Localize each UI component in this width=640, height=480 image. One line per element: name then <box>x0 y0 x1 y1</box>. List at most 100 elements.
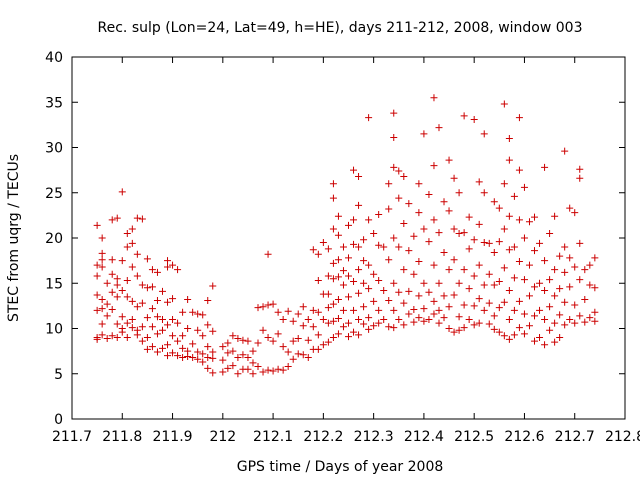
data-point <box>209 354 217 362</box>
data-point <box>375 319 383 327</box>
data-point <box>415 292 423 300</box>
data-point <box>420 225 428 233</box>
data-point <box>264 366 272 374</box>
data-point <box>485 299 493 307</box>
data-point <box>510 192 518 200</box>
data-point <box>475 319 483 327</box>
data-point <box>108 305 116 313</box>
data-point <box>561 321 569 329</box>
data-point <box>309 306 317 314</box>
data-point <box>420 305 428 313</box>
data-point <box>566 315 574 323</box>
data-point <box>309 246 317 254</box>
data-point <box>450 291 458 299</box>
data-point <box>505 246 513 254</box>
data-point <box>455 313 463 321</box>
data-point <box>581 296 589 304</box>
data-point <box>329 194 337 202</box>
data-point <box>98 305 106 313</box>
data-point <box>385 180 393 188</box>
data-point <box>345 319 352 327</box>
data-point <box>329 225 337 233</box>
data-point <box>148 343 156 351</box>
data-point <box>179 353 187 361</box>
data-point <box>355 172 363 180</box>
data-point <box>510 243 518 251</box>
data-point <box>259 368 267 376</box>
data-point <box>224 364 232 372</box>
data-point <box>164 263 172 271</box>
data-point <box>174 337 182 345</box>
data-point <box>224 339 232 347</box>
data-point <box>515 324 523 332</box>
y-tick-label: 15 <box>45 276 63 292</box>
data-point <box>470 236 478 244</box>
data-point <box>415 180 423 188</box>
data-point <box>158 287 166 295</box>
data-point <box>536 279 544 287</box>
x-tick-label: 212.3 <box>354 429 394 445</box>
data-point <box>189 308 197 316</box>
data-point <box>470 321 478 329</box>
data-point <box>480 281 488 289</box>
y-tick-label: 30 <box>45 141 63 157</box>
data-point <box>113 281 121 289</box>
data-point <box>209 327 217 335</box>
data-point <box>345 221 352 229</box>
data-point <box>531 312 539 320</box>
data-point <box>199 332 207 340</box>
data-point <box>254 339 262 347</box>
data-point <box>360 236 368 244</box>
data-point <box>133 272 141 280</box>
data-point <box>279 343 287 351</box>
data-point <box>370 229 378 237</box>
data-point <box>420 279 428 287</box>
data-point <box>239 351 247 359</box>
data-point <box>355 243 363 251</box>
data-point <box>128 239 136 247</box>
data-point <box>475 261 483 269</box>
data-point <box>455 279 463 287</box>
data-point <box>450 328 458 336</box>
data-point <box>169 315 177 323</box>
data-point <box>345 333 352 341</box>
data-point <box>128 225 136 233</box>
data-point <box>445 156 453 164</box>
data-point <box>435 306 443 314</box>
data-point <box>551 292 559 300</box>
data-point <box>184 353 192 361</box>
data-point <box>460 324 468 332</box>
x-tick-labels: 211.7 211.8 211.9 212 212.1 212.2 212.3 212.4 21… <box>52 429 640 445</box>
data-point <box>561 268 569 276</box>
data-point <box>405 287 413 295</box>
data-point <box>345 272 352 280</box>
data-point <box>164 298 172 306</box>
data-point <box>395 315 403 323</box>
data-point <box>360 257 368 265</box>
x-tick-label: 212.4 <box>404 429 444 445</box>
data-point <box>284 307 292 315</box>
data-point <box>520 330 528 338</box>
data-point <box>390 163 398 171</box>
data-point <box>204 364 212 372</box>
data-point <box>460 112 468 120</box>
data-point <box>480 189 488 197</box>
data-point <box>254 304 262 312</box>
data-point <box>324 338 332 346</box>
data-point <box>93 306 101 314</box>
data-point <box>234 370 242 378</box>
data-point <box>505 315 513 323</box>
data-point <box>199 358 207 366</box>
data-point <box>219 343 227 351</box>
data-point <box>123 229 131 237</box>
data-point <box>113 275 121 283</box>
data-point <box>118 286 126 294</box>
data-point <box>485 320 493 328</box>
data-point <box>113 214 121 222</box>
data-points <box>93 94 599 378</box>
data-point <box>294 310 302 318</box>
data-point <box>350 328 358 336</box>
data-point <box>395 194 403 202</box>
data-point <box>375 277 383 285</box>
y-axis-label: STEC from uqrg / TECUs <box>6 154 22 322</box>
